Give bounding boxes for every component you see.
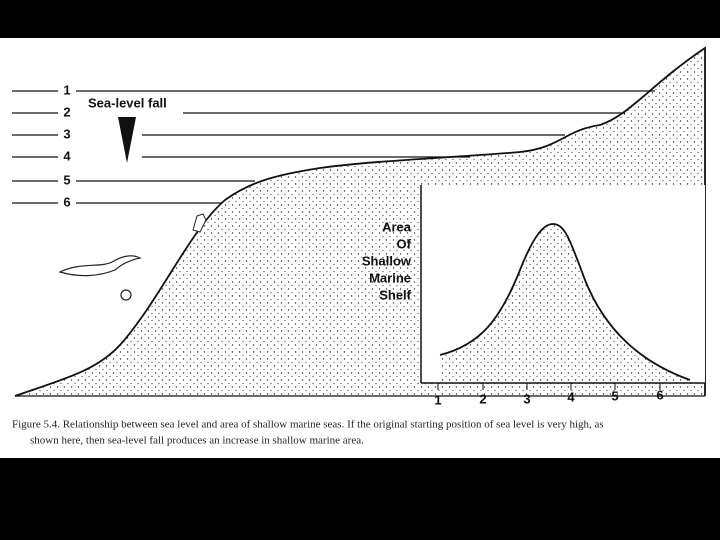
inset-y-label: Area xyxy=(382,219,412,234)
caption-line: shown here, then sea-level fall produces… xyxy=(30,435,364,447)
inset-x-label: 4 xyxy=(567,389,575,404)
inset-x-ticks xyxy=(437,383,661,390)
level-label: 3 xyxy=(63,126,70,141)
inset-x-label: 1 xyxy=(434,392,441,407)
level-label: 6 xyxy=(63,194,70,209)
level-label: 1 xyxy=(63,82,70,97)
inset-x-label: 6 xyxy=(656,387,663,402)
ammonite-sketch xyxy=(120,289,132,301)
sea-level-lines xyxy=(12,90,655,204)
inset-x-label: 3 xyxy=(523,391,530,406)
inset-y-label: Marine xyxy=(369,270,411,285)
level-label: 2 xyxy=(63,104,70,119)
inset-x-label: 2 xyxy=(479,391,486,406)
level-label: 4 xyxy=(63,148,71,163)
seafloor-profile xyxy=(14,46,706,397)
inset-y-label: Shallow xyxy=(362,253,412,268)
reptile-sketch xyxy=(58,255,142,277)
caption-line: Figure 5.4. Relationship between sea lev… xyxy=(12,419,604,431)
shelf-area-curve xyxy=(439,223,691,381)
inset-y-label: Shelf xyxy=(379,287,411,302)
level-label: 5 xyxy=(63,172,70,187)
inset-x-label: 5 xyxy=(611,388,618,403)
inset-y-label: Of xyxy=(397,236,412,251)
down-arrow xyxy=(118,117,136,163)
arrow-label: Sea-level fall xyxy=(88,95,167,110)
plant-sketch xyxy=(192,213,207,233)
